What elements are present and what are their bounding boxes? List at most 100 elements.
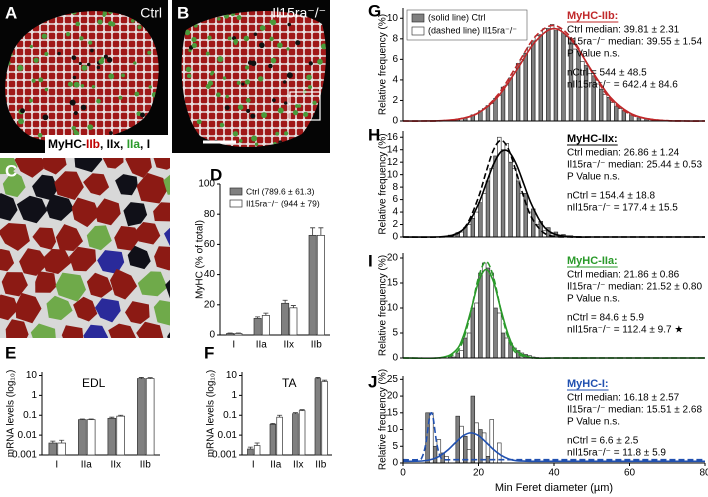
fiber-cell bbox=[86, 272, 113, 298]
fit-curve bbox=[402, 412, 706, 461]
fiber bbox=[136, 111, 142, 117]
fiber-cell bbox=[71, 197, 100, 228]
y-tick-label: 0.1 bbox=[23, 410, 37, 421]
y-tick-label: 12 bbox=[387, 157, 399, 168]
legend-swatch bbox=[411, 13, 425, 23]
panel-letter: F bbox=[204, 343, 214, 362]
fiber bbox=[308, 61, 313, 66]
bar bbox=[234, 333, 243, 336]
legend-label: Ctrl (789.6 ± 61.3) bbox=[246, 186, 315, 196]
bar bbox=[116, 415, 125, 456]
bar bbox=[316, 234, 325, 336]
y-tick-label: 0.1 bbox=[223, 410, 237, 421]
stain-label-box bbox=[45, 135, 168, 153]
histogram-bar bbox=[606, 97, 611, 122]
image-label: Ctrl bbox=[140, 5, 162, 21]
fiber bbox=[270, 57, 277, 64]
bar bbox=[253, 445, 261, 456]
fiber-cell bbox=[167, 332, 170, 338]
chart-title: MyHC-I: bbox=[567, 378, 609, 390]
y-tick-label: 10 bbox=[387, 13, 399, 24]
bar bbox=[253, 318, 262, 336]
fiber bbox=[134, 91, 140, 97]
legend-swatch bbox=[411, 26, 425, 36]
fiber bbox=[238, 139, 243, 143]
fiber bbox=[196, 119, 202, 125]
panel-letter: D bbox=[210, 165, 222, 184]
histogram-bar bbox=[504, 84, 509, 122]
y-tick-label: 20 bbox=[204, 299, 216, 310]
y-tick-label: 10 bbox=[387, 424, 399, 435]
histogram-bar bbox=[470, 307, 476, 359]
histogram-bar bbox=[489, 103, 494, 122]
histogram-bar bbox=[489, 272, 494, 359]
error-bar bbox=[138, 377, 144, 379]
histogram-bar bbox=[500, 332, 506, 359]
fiber bbox=[261, 112, 268, 118]
fiber-cell bbox=[0, 193, 18, 221]
error-bar bbox=[270, 422, 276, 425]
fiber-cell bbox=[16, 195, 48, 224]
tissue-section bbox=[181, 11, 326, 148]
fiber bbox=[241, 82, 245, 86]
histogram-bar bbox=[466, 332, 472, 359]
x-tick-label: IIx bbox=[293, 460, 304, 471]
fiber bbox=[73, 81, 80, 88]
y-tick-label: 4 bbox=[392, 75, 398, 86]
fiber bbox=[102, 13, 106, 17]
histogram-bar bbox=[500, 149, 506, 238]
histogram-bar bbox=[489, 168, 494, 238]
fiber bbox=[294, 104, 299, 108]
annotation: Il15ra⁻/⁻ median: 25.44 ± 0.53 bbox=[567, 160, 702, 171]
histogram-bar bbox=[602, 93, 608, 122]
annotation: nIl15ra⁻/⁻ = 112.4 ± 9.7 ★ bbox=[567, 325, 683, 336]
fiber bbox=[283, 101, 288, 105]
histogram-bar bbox=[455, 352, 460, 359]
bar bbox=[57, 442, 66, 456]
histogram-bar bbox=[478, 272, 483, 359]
histogram-bar bbox=[489, 419, 494, 464]
histogram-bar bbox=[512, 168, 517, 238]
fiber-cell bbox=[114, 226, 141, 251]
histogram-bar bbox=[474, 302, 479, 359]
fiber bbox=[225, 94, 229, 99]
fiber bbox=[72, 75, 77, 80]
fiber bbox=[20, 108, 25, 114]
legend-swatch bbox=[229, 187, 243, 196]
fiber-cell bbox=[97, 250, 125, 274]
fiber bbox=[42, 114, 49, 121]
x-tick-label: 0 bbox=[400, 468, 406, 479]
histogram-bar bbox=[474, 422, 479, 464]
annotation: Il15ra⁻/⁻ median: 39.55 ± 1.54 bbox=[567, 37, 702, 48]
error-bar bbox=[318, 227, 324, 236]
fiber-cell bbox=[153, 158, 170, 170]
x-tick-label: 20 bbox=[473, 468, 485, 479]
y-tick-label: 100 bbox=[198, 179, 215, 190]
fiber bbox=[38, 77, 44, 83]
bar bbox=[298, 410, 306, 456]
fiber-cell bbox=[46, 194, 74, 221]
fiber bbox=[28, 98, 33, 103]
fiber bbox=[286, 72, 293, 79]
fiber bbox=[246, 108, 251, 113]
tissue-section bbox=[5, 11, 159, 143]
y-axis-label: mRNA levels (log₁₀) bbox=[6, 370, 17, 458]
fiber bbox=[96, 98, 101, 104]
histogram-bar bbox=[538, 34, 543, 122]
y-tick-label: 0.001 bbox=[12, 450, 37, 461]
bar bbox=[226, 333, 235, 336]
fiber bbox=[247, 60, 253, 66]
bar bbox=[261, 315, 270, 336]
legend-label: Il15ra⁻/⁻ (944 ± 79) bbox=[246, 198, 320, 208]
fiber bbox=[130, 19, 135, 23]
fiber-cell bbox=[136, 172, 168, 204]
fiber bbox=[250, 113, 256, 119]
fiber-cell bbox=[127, 245, 151, 270]
fiber-cell bbox=[164, 227, 170, 247]
histogram-bar bbox=[542, 28, 547, 122]
fiber bbox=[295, 40, 301, 46]
fiber bbox=[233, 38, 239, 44]
x-tick-label: IIa bbox=[81, 460, 93, 471]
annotation: Ctrl median: 26.86 ± 1.24 bbox=[567, 148, 680, 159]
